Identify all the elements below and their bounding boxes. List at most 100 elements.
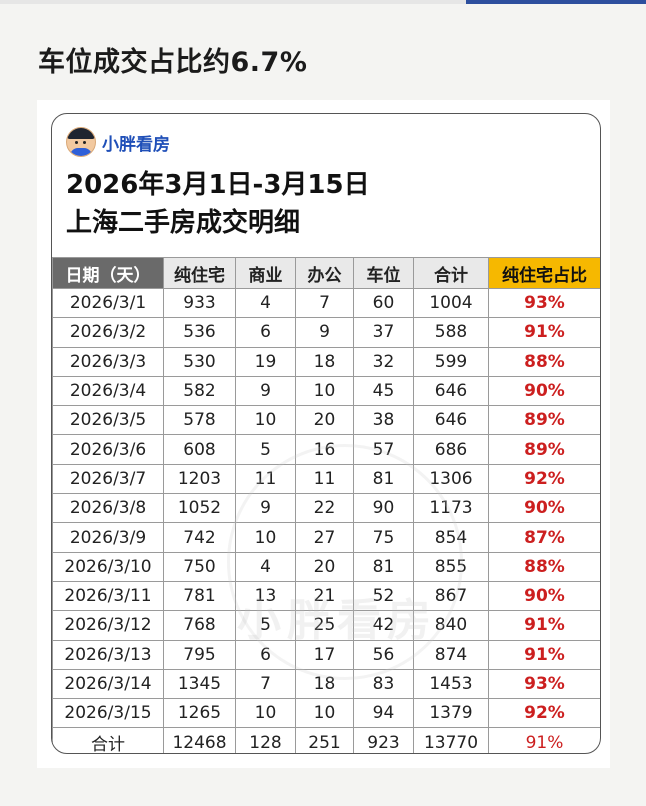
header-date: 日期（天） [52, 257, 164, 289]
cell-residential: 608 [163, 434, 236, 465]
cell-commercial: 5 [235, 434, 296, 465]
cell-ratio: 93% [488, 668, 600, 700]
cell-date: 2026/3/12 [52, 610, 164, 641]
cell-ratio: 91% [488, 639, 600, 670]
cell-commercial: 9 [235, 375, 296, 407]
table-row: 2026/3/10 750 4 20 81 855 88% [52, 551, 600, 582]
cell-office: 17 [295, 639, 354, 670]
cell-office: 10 [295, 375, 354, 407]
cell-ratio: 88% [488, 551, 600, 582]
cell-commercial: 6 [235, 639, 296, 670]
header-residential-ratio: 纯住宅占比 [488, 257, 600, 289]
table-row: 2026/3/7 1203 11 11 81 1306 92% [52, 463, 600, 495]
cell-commercial: 4 [235, 551, 296, 582]
cell-parking: 81 [353, 551, 414, 582]
table-row: 2026/3/12 768 5 25 42 840 91% [52, 610, 600, 641]
cartoon-avatar-icon [66, 127, 96, 157]
cell-office: 20 [295, 551, 354, 582]
cell-total: 867 [413, 580, 489, 612]
cell-commercial: 10 [235, 405, 296, 436]
table-row: 2026/3/1 933 4 7 60 1004 93% [52, 287, 600, 319]
cell-commercial: 10 [235, 698, 296, 729]
header-parking: 车位 [353, 257, 414, 289]
cell-ratio: 90% [488, 493, 600, 524]
cell-total: 646 [413, 375, 489, 407]
total-cell-ratio: 91% [488, 727, 600, 753]
header-office: 办公 [295, 257, 354, 289]
table-row: 2026/3/5 578 10 20 38 646 89% [52, 405, 600, 436]
cell-parking: 32 [353, 346, 414, 377]
cell-office: 10 [295, 698, 354, 729]
cell-total: 855 [413, 551, 489, 582]
cell-office: 20 [295, 405, 354, 436]
total-cell-commercial: 128 [235, 727, 296, 753]
cell-ratio: 91% [488, 317, 600, 348]
cell-date: 2026/3/6 [52, 434, 164, 465]
top-divider-light [0, 0, 466, 4]
cell-date: 2026/3/3 [52, 346, 164, 377]
cell-commercial: 4 [235, 287, 296, 319]
cell-commercial: 6 [235, 317, 296, 348]
total-cell-parking: 923 [353, 727, 414, 753]
total-cell-office: 251 [295, 727, 354, 753]
cell-date: 2026/3/10 [52, 551, 164, 582]
cell-office: 27 [295, 522, 354, 553]
total-cell-residential: 12468 [163, 727, 236, 753]
cell-residential: 781 [163, 580, 236, 612]
cell-ratio: 89% [488, 434, 600, 465]
table-row: 2026/3/11 781 13 21 52 867 90% [52, 580, 600, 612]
top-divider-accent [466, 0, 646, 4]
cell-date: 2026/3/14 [52, 668, 164, 700]
header-total: 合计 [413, 257, 489, 289]
cell-residential: 536 [163, 317, 236, 348]
brand: 小胖看房 [66, 126, 170, 158]
cell-total: 1453 [413, 668, 489, 700]
table-header-row: 日期（天） 纯住宅 商业 办公 车位 合计 纯住宅占比 [52, 257, 600, 289]
cell-ratio: 89% [488, 405, 600, 436]
cell-total: 840 [413, 610, 489, 641]
cell-parking: 75 [353, 522, 414, 553]
table-row: 2026/3/2 536 6 9 37 588 91% [52, 317, 600, 348]
total-cell-total: 13770 [413, 727, 489, 753]
table-row: 2026/3/8 1052 9 22 90 1173 90% [52, 493, 600, 524]
cell-ratio: 88% [488, 346, 600, 377]
cell-parking: 94 [353, 698, 414, 729]
cell-residential: 768 [163, 610, 236, 641]
header-residential: 纯住宅 [163, 257, 236, 289]
cell-date: 2026/3/9 [52, 522, 164, 553]
table-row: 2026/3/9 742 10 27 75 854 87% [52, 522, 600, 553]
table-row: 2026/3/3 530 19 18 32 599 88% [52, 346, 600, 377]
cell-date: 2026/3/1 [52, 287, 164, 319]
cell-total: 1173 [413, 493, 489, 524]
cell-parking: 81 [353, 463, 414, 495]
table-row: 2026/3/4 582 9 10 45 646 90% [52, 375, 600, 407]
cell-office: 18 [295, 668, 354, 700]
page-headline: 车位成交占比约6.7% [38, 47, 308, 78]
cell-office: 25 [295, 610, 354, 641]
cell-office: 16 [295, 434, 354, 465]
cell-commercial: 10 [235, 522, 296, 553]
cell-date: 2026/3/5 [52, 405, 164, 436]
cell-residential: 1203 [163, 463, 236, 495]
brand-name: 小胖看房 [102, 134, 170, 155]
cell-ratio: 90% [488, 580, 600, 612]
cell-office: 18 [295, 346, 354, 377]
cell-office: 7 [295, 287, 354, 319]
cell-residential: 742 [163, 522, 236, 553]
cell-date: 2026/3/13 [52, 639, 164, 670]
report-frame: 小胖看房 2026年3月1日-3月15日 上海二手房成交明细 日期（天） 纯住宅… [51, 113, 601, 754]
cell-total: 1306 [413, 463, 489, 495]
cell-total: 588 [413, 317, 489, 348]
cell-residential: 933 [163, 287, 236, 319]
table-row: 2026/3/13 795 6 17 56 874 91% [52, 639, 600, 670]
cell-residential: 1345 [163, 668, 236, 700]
cell-ratio: 92% [488, 463, 600, 495]
cell-parking: 42 [353, 610, 414, 641]
cell-commercial: 13 [235, 580, 296, 612]
table-row: 2026/3/6 608 5 16 57 686 89% [52, 434, 600, 465]
cell-residential: 750 [163, 551, 236, 582]
cell-total: 1004 [413, 287, 489, 319]
total-cell-date: 合计 [52, 727, 164, 753]
cell-residential: 1052 [163, 493, 236, 524]
cell-total: 686 [413, 434, 489, 465]
